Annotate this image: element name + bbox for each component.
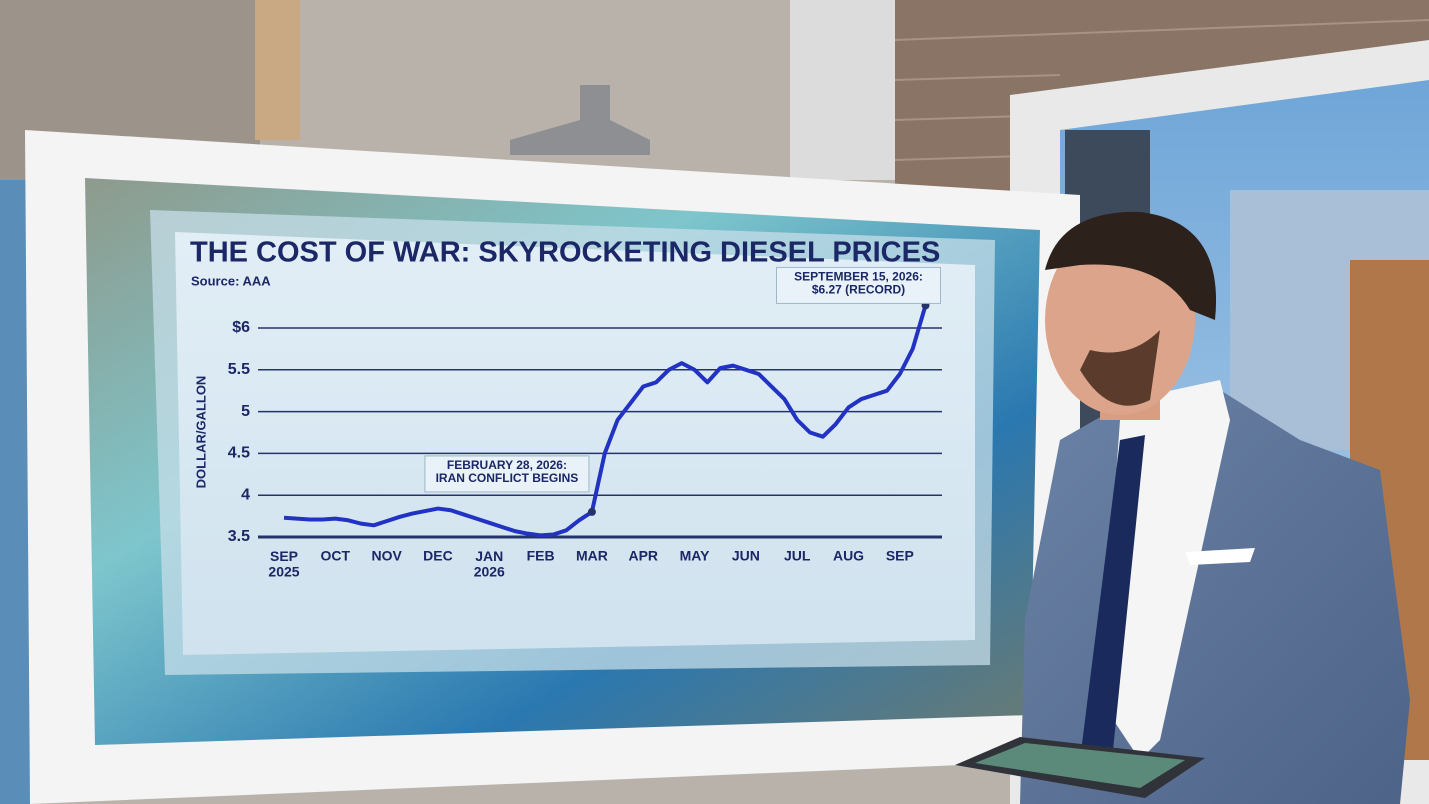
y-tick-label: 5.5	[228, 361, 250, 378]
tie	[1080, 435, 1145, 760]
pillar	[255, 0, 300, 140]
x-tick-label: NOV	[371, 548, 402, 564]
x-tick-label: JUL	[784, 548, 811, 564]
annotation-text: FEBRUARY 28, 2026: IRAN CONFLICT BEGINS	[436, 458, 579, 485]
wall-white	[790, 0, 900, 180]
annotation-text: SEPTEMBER 15, 2026: $6.27 (RECORD)	[794, 270, 923, 297]
x-tick-label: FEB	[527, 548, 555, 564]
x-tick-label: SEP	[886, 548, 914, 564]
x-tick-label: MAY	[680, 548, 710, 564]
x-tick-label: AUG	[833, 548, 864, 564]
left-screen	[0, 180, 30, 804]
chart-title: THE COST OF WAR: SKYROCKETING DIESEL PRI…	[190, 237, 940, 269]
x-tick-label: JAN 2026	[474, 548, 505, 579]
pocket-square	[1185, 548, 1255, 565]
hair	[1045, 211, 1217, 320]
x-tick-label: APR	[628, 548, 658, 564]
plot: 3.5 4 4.5 5 5.5 $6 SEP 2025 OCT NOV DEC JAN 2026 FEB M…	[228, 266, 942, 579]
light-fixture	[510, 85, 650, 155]
chart-panel	[175, 232, 975, 655]
x-tick-label: OCT	[321, 548, 351, 564]
chart-subtitle: Source: AAA	[191, 273, 271, 288]
beard	[1080, 330, 1160, 406]
y-tick-label: 4	[241, 486, 250, 503]
y-tick-label: $6	[232, 319, 250, 336]
annotation-box	[776, 266, 941, 304]
x-tick-label: DEC	[423, 548, 453, 564]
tablet-screen	[975, 743, 1185, 788]
x-tick-label: JUN	[732, 548, 760, 564]
y-tick-label: 5	[241, 403, 250, 420]
y-tick-label: 3.5	[228, 528, 250, 545]
annotation-box	[424, 455, 590, 493]
y-tick-label: 4.5	[228, 445, 250, 462]
price-line	[283, 304, 928, 538]
y-axis-label: DOLLAR/GALLON	[193, 376, 208, 489]
presenter	[955, 211, 1410, 804]
annotation-point	[587, 507, 596, 516]
x-tick-label: MAR	[576, 548, 608, 564]
x-tick-label: SEP 2025	[268, 548, 299, 579]
